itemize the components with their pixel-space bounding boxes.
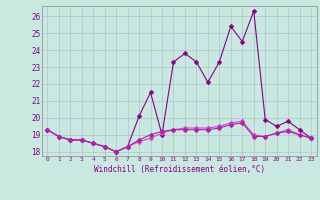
X-axis label: Windchill (Refroidissement éolien,°C): Windchill (Refroidissement éolien,°C) <box>94 165 265 174</box>
